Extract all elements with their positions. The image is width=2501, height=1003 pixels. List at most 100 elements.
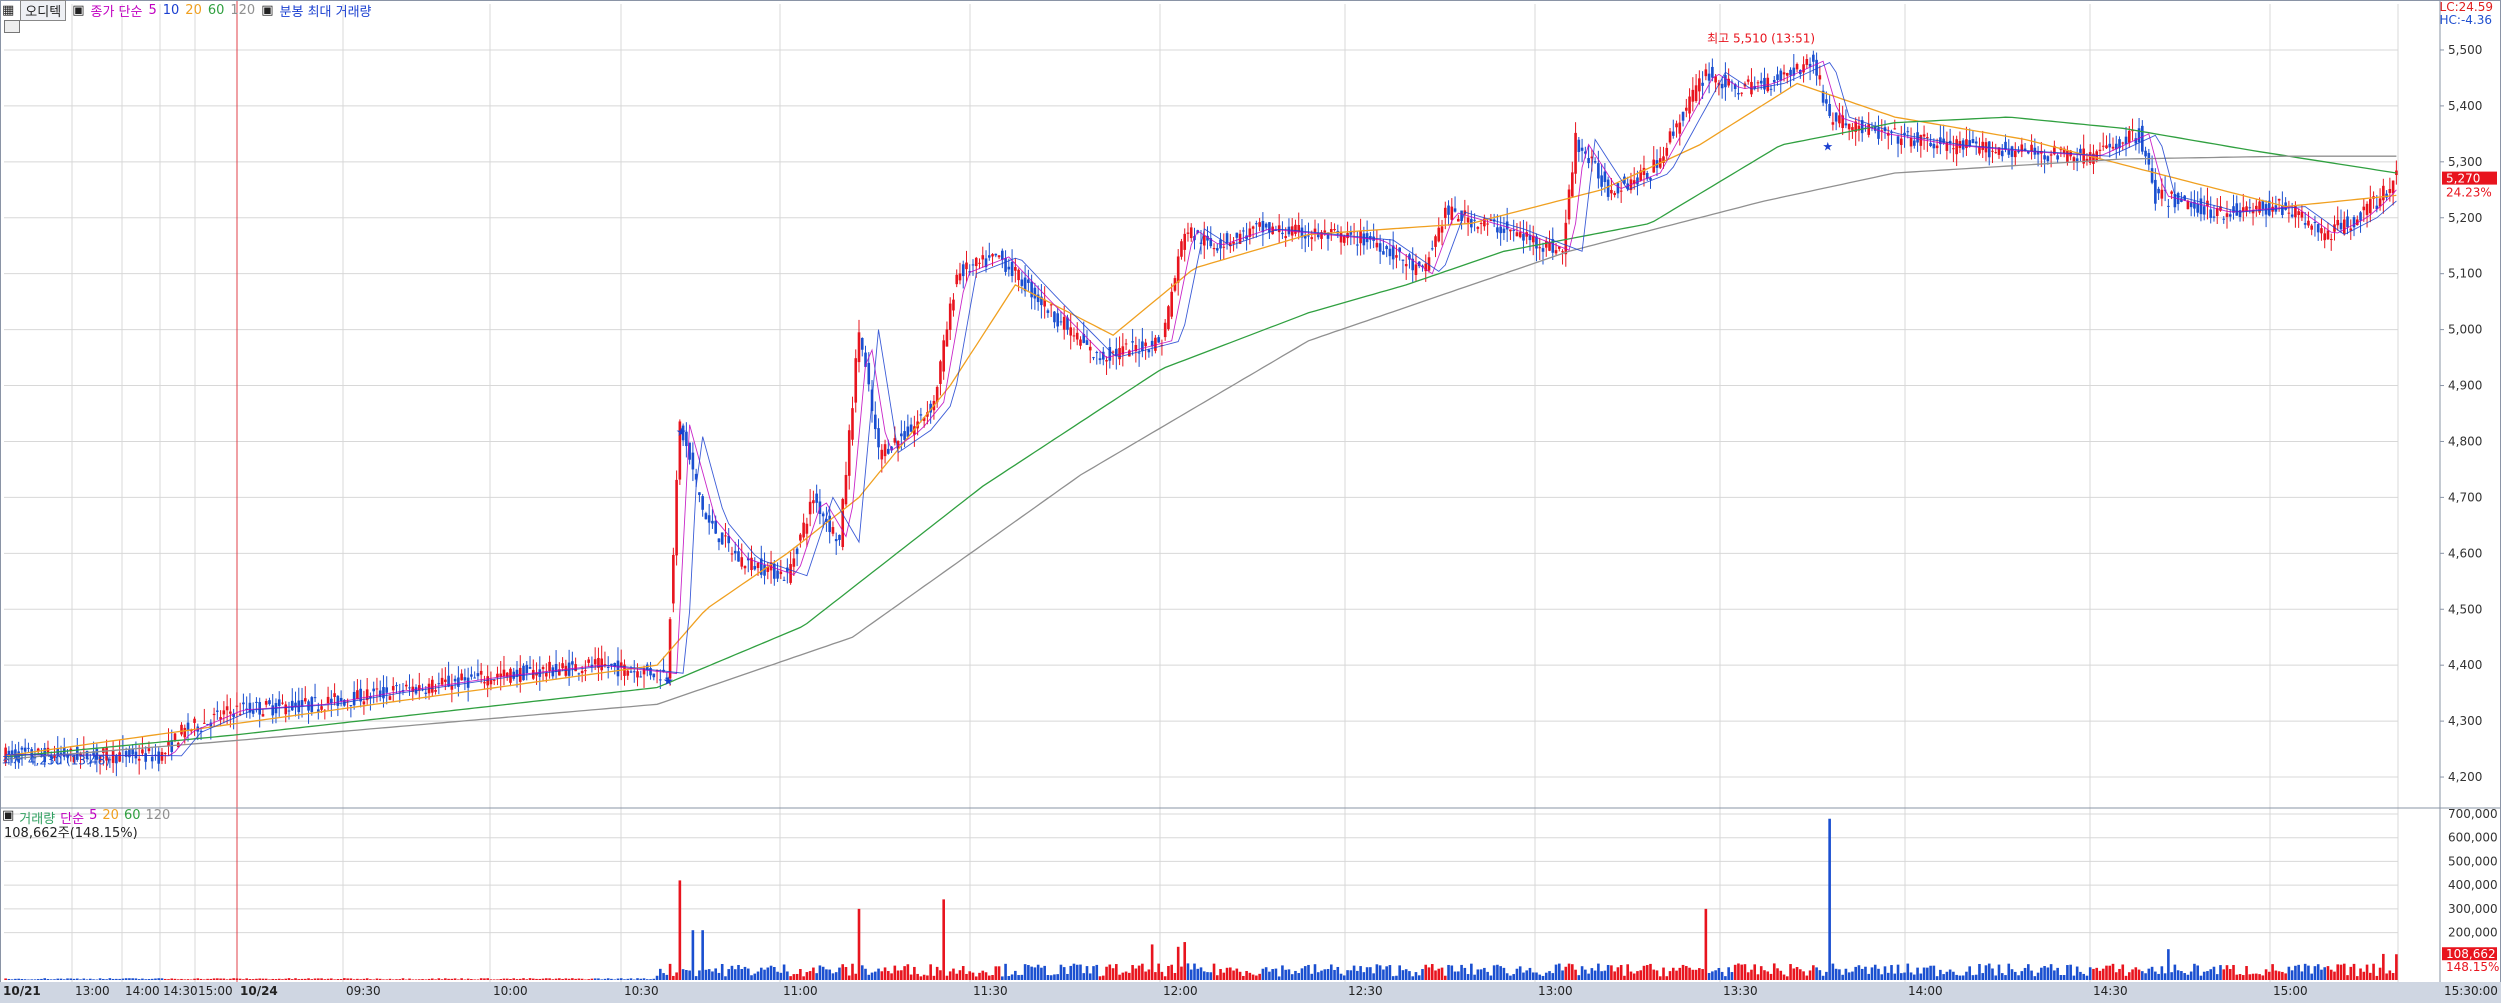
ma-period-5[interactable]: 5 <box>148 2 157 18</box>
price-tick-label: 5,300 <box>2448 155 2482 169</box>
candle-body <box>212 713 216 716</box>
candle-body <box>434 689 437 692</box>
candle-body <box>238 713 242 715</box>
volume-bar <box>873 971 877 980</box>
ma-toggle-icon[interactable]: ▣ <box>72 2 85 18</box>
volume-bar <box>639 978 643 980</box>
candle-body <box>1108 347 1112 361</box>
candle-body <box>242 702 245 705</box>
volume-bar <box>1258 973 1261 980</box>
candle-body <box>2241 207 2245 212</box>
vol-ma-period-5[interactable]: 5 <box>89 808 98 823</box>
candle-body <box>141 749 144 754</box>
extra-toggle-icon[interactable]: ▣ <box>261 2 274 18</box>
candle-body <box>248 702 252 713</box>
volume-bar <box>1968 966 1971 980</box>
volume-toggle-icon[interactable]: ▣ <box>2 808 15 823</box>
candle-body <box>1867 124 1871 135</box>
candle-body <box>2101 145 2105 147</box>
ma-period-20[interactable]: 20 <box>185 2 202 18</box>
volume-bar <box>1945 971 1949 980</box>
volume-bar <box>1564 966 1568 980</box>
volume-bar <box>1857 965 1861 980</box>
ma-period-10[interactable]: 10 <box>162 2 180 18</box>
price-ma-label[interactable]: 종가 단순 <box>90 4 143 20</box>
volume-bar <box>1571 964 1574 980</box>
volume-bar <box>834 972 838 980</box>
candle-body <box>1001 250 1004 260</box>
candle-body <box>1248 228 1252 237</box>
volume-bar <box>427 978 431 980</box>
volume-bar <box>440 979 444 980</box>
volume-bar <box>1561 970 1564 980</box>
candle-body <box>62 747 66 757</box>
candle-body <box>939 361 942 384</box>
candle-body <box>880 449 884 460</box>
volume-bar <box>33 979 37 980</box>
volume-bar <box>1606 964 1610 980</box>
ma-period-120[interactable]: 120 <box>230 2 256 18</box>
time-tick-label: 14:30 <box>2093 984 2128 998</box>
volume-bar <box>1746 972 1750 980</box>
volume-bar <box>1593 970 1597 980</box>
volume-bar <box>1802 971 1805 980</box>
candle-body <box>619 662 623 668</box>
ma-period-60[interactable]: 60 <box>207 2 225 18</box>
max-volume-label[interactable]: 분봉 최대 거래량 <box>279 4 372 20</box>
candle-body <box>1033 287 1037 299</box>
volume-bar <box>2313 966 2317 980</box>
volume-bar <box>746 968 750 980</box>
volume-bar <box>2059 975 2063 980</box>
volume-bar <box>1290 974 1294 980</box>
volume-ma-label[interactable]: 단순 <box>60 812 85 827</box>
stock-name[interactable]: 오디텍 <box>20 0 67 21</box>
volume-bar <box>1665 976 1669 980</box>
candle-body <box>1271 226 1274 235</box>
volume-bar <box>2007 963 2011 980</box>
volume-bar <box>2375 975 2379 980</box>
volume-bar <box>1066 973 1069 980</box>
volume-bar <box>2069 964 2072 980</box>
candle-body <box>1258 222 1261 227</box>
volume-bar <box>1056 974 1059 980</box>
volume-bar <box>808 971 812 980</box>
vol-ma-period-60[interactable]: 60 <box>123 808 141 823</box>
volume-bar <box>1466 974 1470 980</box>
volume-bar <box>14 978 17 980</box>
volume-bar <box>75 978 79 980</box>
candle-body <box>2043 155 2046 160</box>
candle-body <box>753 566 757 570</box>
vol-ma-period-120[interactable]: 120 <box>145 808 171 823</box>
candle-body <box>1873 126 1877 131</box>
volume-label[interactable]: 거래량 <box>19 812 56 827</box>
candle-body <box>388 696 392 700</box>
volume-bar <box>1720 971 1724 980</box>
candle-body <box>2215 208 2219 217</box>
candle-body <box>978 262 981 264</box>
grid-toggle-icon[interactable]: ▦ <box>2 2 15 18</box>
volume-bar <box>1343 975 1346 980</box>
time-tick-label: 10:00 <box>493 984 528 998</box>
candle-body <box>834 538 838 542</box>
candle-body <box>206 723 209 725</box>
panel-menu-icon[interactable] <box>4 20 20 33</box>
vol-ma-period-20[interactable]: 20 <box>102 808 119 823</box>
volume-bar <box>1202 971 1206 980</box>
volume-bar <box>1528 967 1532 980</box>
volume-bar <box>251 979 255 980</box>
volume-bar <box>339 979 343 980</box>
candle-body <box>492 679 496 681</box>
volume-bar <box>675 972 678 980</box>
candle-body <box>20 747 24 750</box>
candle-body <box>799 534 802 541</box>
candle-body <box>1443 207 1447 218</box>
volume-bar <box>2215 974 2219 980</box>
candle-body <box>1675 123 1678 128</box>
volume-bar <box>235 978 239 980</box>
volume-bar <box>1815 967 1818 980</box>
volume-bar <box>1939 969 1942 980</box>
candle-body <box>193 718 196 723</box>
volume-bar <box>1971 975 1975 980</box>
candle-body <box>1906 131 1910 133</box>
